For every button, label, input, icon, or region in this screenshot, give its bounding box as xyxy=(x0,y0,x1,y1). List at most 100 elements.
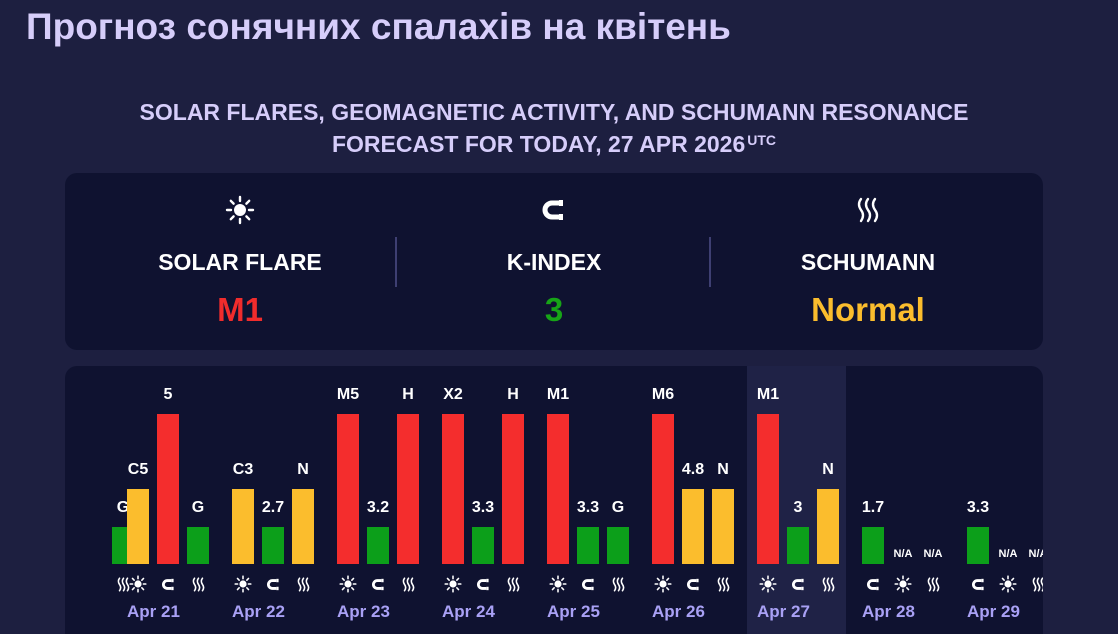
summary-k-index: K-INDEX 3 xyxy=(397,173,711,350)
sun-icon xyxy=(757,574,779,594)
summary-schumann-label: SCHUMANN xyxy=(800,249,936,275)
forecast-heading: SOLAR FLARES, GEOMAGNETIC ACTIVITY, AND … xyxy=(0,96,1108,160)
magnet-icon xyxy=(397,195,711,225)
summary-k-index-value: 3 xyxy=(544,291,564,328)
day-label: Apr 27 xyxy=(757,602,810,621)
flare-bar xyxy=(547,414,569,564)
magnet-icon xyxy=(262,574,284,594)
schumann-value-label: N/A xyxy=(923,548,943,560)
day-group: C5 5 G Apr 21 xyxy=(97,366,209,634)
magnet-icon xyxy=(157,574,179,594)
flare-bar xyxy=(127,489,149,564)
day-label: Apr 28 xyxy=(862,602,915,621)
sun-icon xyxy=(442,574,464,594)
schumann-bar xyxy=(817,489,839,564)
day-label: Apr 23 xyxy=(337,602,390,621)
schumann-value-label: N xyxy=(297,461,309,478)
waves-icon xyxy=(292,574,314,594)
summary-schumann: SCHUMANN Normal xyxy=(711,173,1025,350)
magnet-icon xyxy=(577,574,599,594)
day-label: Apr 29 xyxy=(967,602,1020,621)
flare-value-label: N/A xyxy=(998,548,1018,560)
schumann-bar xyxy=(607,527,629,564)
kindex-bar xyxy=(787,527,809,564)
sun-icon xyxy=(232,574,254,594)
summary-solar-flare: SOLAR FLARE M1 xyxy=(83,173,397,350)
kindex-bar xyxy=(967,527,989,564)
day-group: M6 4.8 N Apr 26 xyxy=(622,366,734,634)
waves-icon xyxy=(817,574,839,594)
magnet-icon xyxy=(472,574,494,594)
day-label: Apr 21 xyxy=(127,602,180,621)
kindex-value-label: 2.7 xyxy=(261,499,285,516)
forecast-chart: G C5 5 G Apr 21 C3 2.7 N Apr 22 M5 3.2 H Apr 23 X2 3.3… xyxy=(65,366,1043,634)
flare-bar xyxy=(442,414,464,564)
waves-icon xyxy=(187,574,209,594)
schumann-bar xyxy=(397,414,419,564)
kindex-value-label: 3.3 xyxy=(576,499,600,516)
summary-schumann-value: Normal xyxy=(811,291,925,328)
flare-bar xyxy=(337,414,359,564)
flare-value-label: M1 xyxy=(546,386,570,403)
flare-value-label: M5 xyxy=(336,386,360,403)
kindex-value-label: 4.8 xyxy=(681,461,705,478)
kindex-bar xyxy=(157,414,179,564)
sun-icon xyxy=(892,574,914,594)
page-title: Прогноз сонячних спалахів на квітень xyxy=(26,6,731,47)
day-label: Apr 24 xyxy=(442,602,495,621)
schumann-value-label: N/A xyxy=(1028,548,1043,560)
day-group: 3.3 N/A N/A Apr 29 xyxy=(937,366,1043,634)
sun-icon xyxy=(997,574,1019,594)
flare-bar xyxy=(232,489,254,564)
summary-k-index-label: K-INDEX xyxy=(506,249,602,275)
kindex-value-label: 3.3 xyxy=(966,499,990,516)
schumann-value-label: H xyxy=(402,386,414,403)
flare-value-label: X2 xyxy=(443,386,463,403)
day-label: Apr 22 xyxy=(232,602,285,621)
waves-icon xyxy=(711,195,1025,225)
day-group: M5 3.2 H Apr 23 xyxy=(307,366,419,634)
day-group: C3 2.7 N Apr 22 xyxy=(202,366,314,634)
summary-divider xyxy=(395,237,397,287)
utc-label: UTC xyxy=(747,132,777,148)
flare-bar xyxy=(652,414,674,564)
waves-icon xyxy=(112,574,134,594)
sun-icon xyxy=(547,574,569,594)
schumann-bar xyxy=(292,489,314,564)
waves-icon xyxy=(922,574,944,594)
summary-divider xyxy=(709,237,711,287)
kindex-bar xyxy=(367,527,389,564)
kindex-value-label: 3.2 xyxy=(366,499,390,516)
waves-icon xyxy=(1027,574,1043,594)
magnet-icon xyxy=(367,574,389,594)
sun-icon xyxy=(83,195,397,225)
magnet-icon xyxy=(787,574,809,594)
magnet-icon xyxy=(967,574,989,594)
sun-icon xyxy=(127,574,149,594)
day-group: M1 3 N Apr 27 xyxy=(727,366,839,634)
day-group: 1.7 N/A N/A Apr 28 xyxy=(832,366,943,634)
summary-solar-flare-value: M1 xyxy=(217,291,263,328)
schumann-value-label: G xyxy=(611,499,625,516)
kindex-bar xyxy=(682,489,704,564)
today-summary-card: SOLAR FLARE M1 K-INDEX 3 SCHUMANN Normal xyxy=(65,173,1043,350)
flare-value-label: N/A xyxy=(893,548,913,560)
day-group: G xyxy=(65,366,134,634)
kindex-value-label: 1.7 xyxy=(861,499,885,516)
kindex-bar xyxy=(472,527,494,564)
kindex-bar xyxy=(262,527,284,564)
flare-value-label: M6 xyxy=(651,386,675,403)
forecast-heading-line1: SOLAR FLARES, GEOMAGNETIC ACTIVITY, AND … xyxy=(139,99,969,125)
schumann-value-label: H xyxy=(507,386,519,403)
schumann-bar xyxy=(502,414,524,564)
flare-bar xyxy=(757,414,779,564)
kindex-value-label: 3.3 xyxy=(471,499,495,516)
flare-value-label: C3 xyxy=(232,461,254,478)
schumann-bar xyxy=(712,489,734,564)
day-label: Apr 25 xyxy=(547,602,600,621)
waves-icon xyxy=(712,574,734,594)
schumann-value-label: G xyxy=(116,499,130,516)
forecast-heading-date: FORECAST FOR TODAY, 27 APR 2026 xyxy=(331,131,746,157)
magnet-icon xyxy=(862,574,884,594)
day-label: Apr 26 xyxy=(652,602,705,621)
